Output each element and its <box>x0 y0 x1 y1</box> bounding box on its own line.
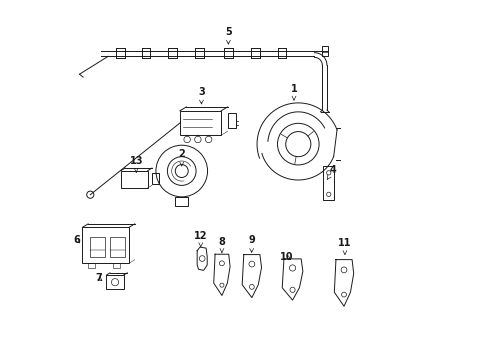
Bar <box>152 173 159 184</box>
Bar <box>82 227 129 263</box>
Bar <box>323 166 333 200</box>
Text: 1: 1 <box>290 84 297 100</box>
Text: 7: 7 <box>95 273 102 283</box>
Text: 10: 10 <box>279 252 293 262</box>
Text: 9: 9 <box>248 235 255 252</box>
Text: 12: 12 <box>194 231 207 247</box>
Bar <box>321 45 327 56</box>
Text: 6: 6 <box>74 235 80 245</box>
Bar <box>110 237 124 257</box>
Bar <box>227 113 235 128</box>
Text: 11: 11 <box>338 238 351 255</box>
Bar <box>121 171 147 188</box>
Bar <box>175 197 188 206</box>
Text: 5: 5 <box>224 27 231 44</box>
Bar <box>90 237 104 257</box>
Text: 3: 3 <box>198 87 204 104</box>
Text: 2: 2 <box>178 149 185 166</box>
Bar <box>106 275 123 289</box>
Text: 13: 13 <box>129 156 142 172</box>
Text: 8: 8 <box>218 237 225 253</box>
Bar <box>180 111 221 135</box>
Text: 4: 4 <box>326 165 336 180</box>
